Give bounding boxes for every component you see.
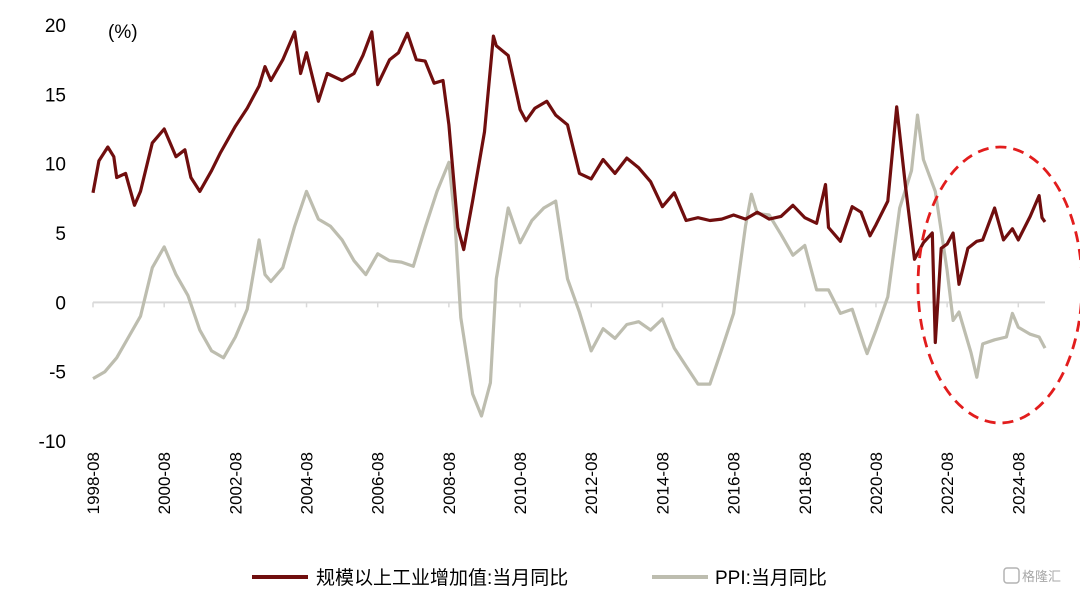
y-tick-label: 10 — [45, 155, 66, 176]
x-tick-label: 1998-08 — [84, 452, 103, 514]
legend-label-ppi: PPI:当月同比 — [715, 567, 827, 589]
legend-label-industrial-output: 规模以上工业增加值:当月同比 — [316, 567, 568, 589]
x-tick-label: 2014-08 — [653, 452, 672, 514]
watermark: 格隆汇 — [1003, 567, 1061, 584]
x-tick-label: 2008-08 — [440, 452, 459, 514]
x-tick-label: 2016-08 — [725, 452, 744, 514]
y-tick-label: 0 — [55, 293, 66, 314]
x-tick-label: 2002-08 — [226, 452, 245, 514]
series-ppi-line — [92, 113, 1047, 418]
highlight-ellipse — [916, 145, 1080, 425]
x-tick-label: 2012-08 — [582, 452, 601, 514]
y-tick-labels: 20 15 10 5 0 -5 -10 — [39, 16, 66, 453]
x-tick-label: 2020-08 — [867, 452, 886, 514]
y-tick-label: 15 — [45, 85, 66, 106]
y-tick-label: 20 — [45, 16, 66, 37]
unit-label: (%) — [108, 22, 138, 43]
legend: 规模以上工业增加值:当月同比 PPI:当月同比 — [252, 567, 827, 589]
x-tick-label: 2010-08 — [511, 452, 530, 514]
y-tick-label: -5 — [49, 363, 66, 384]
y-tick-label: 5 — [55, 224, 66, 245]
x-tick-label: 2022-08 — [938, 452, 957, 514]
watermark-text: 格隆汇 — [1022, 569, 1061, 584]
x-tick-label: 2018-08 — [796, 452, 815, 514]
x-tick-label: 2004-08 — [298, 452, 317, 514]
x-tick-label: 2006-08 — [369, 452, 388, 514]
y-tick-label: -10 — [39, 432, 66, 453]
x-tick-label: 2000-08 — [155, 452, 174, 514]
x-tick-label: 2024-08 — [1009, 452, 1028, 514]
watermark-logo-icon — [1003, 567, 1020, 584]
x-tick-labels: 1998-08 2000-08 2002-08 2004-08 2006-08 2008-… — [84, 452, 1028, 514]
series-industrial-output-line — [91, 30, 1047, 345]
